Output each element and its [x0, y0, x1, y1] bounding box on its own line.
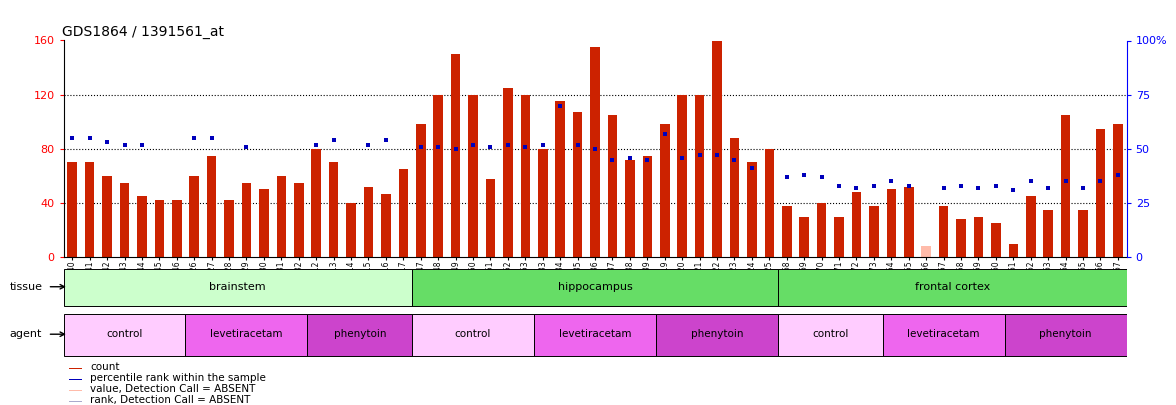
- Bar: [186, 314, 307, 356]
- Bar: [138, 196, 147, 257]
- Bar: [817, 203, 827, 257]
- Bar: [883, 314, 1004, 356]
- Bar: [782, 206, 791, 257]
- Bar: [956, 219, 965, 257]
- Text: frontal cortex: frontal cortex: [915, 282, 990, 292]
- Bar: [729, 138, 740, 257]
- Bar: [346, 203, 356, 257]
- Bar: [1061, 115, 1070, 257]
- Bar: [779, 314, 883, 356]
- Bar: [416, 124, 426, 257]
- Bar: [259, 190, 269, 257]
- Bar: [851, 192, 861, 257]
- Text: control: control: [813, 329, 849, 339]
- Bar: [242, 183, 252, 257]
- Bar: [660, 124, 669, 257]
- Bar: [713, 40, 722, 257]
- Bar: [294, 183, 303, 257]
- Bar: [434, 95, 443, 257]
- Bar: [225, 200, 234, 257]
- Bar: [695, 95, 704, 257]
- Bar: [1043, 210, 1053, 257]
- Text: value, Detection Call = ABSENT: value, Detection Call = ABSENT: [91, 384, 255, 394]
- Bar: [1078, 210, 1088, 257]
- Bar: [555, 101, 564, 257]
- Text: control: control: [455, 329, 492, 339]
- Text: rank, Detection Call = ABSENT: rank, Detection Call = ABSENT: [91, 395, 250, 405]
- Bar: [626, 160, 635, 257]
- Bar: [468, 95, 477, 257]
- Text: phenytoin: phenytoin: [690, 329, 743, 339]
- Text: count: count: [91, 362, 120, 372]
- Bar: [1009, 244, 1018, 257]
- Bar: [102, 176, 112, 257]
- Bar: [573, 112, 582, 257]
- Bar: [608, 115, 617, 257]
- Bar: [1114, 124, 1123, 257]
- Bar: [69, 379, 81, 380]
- Bar: [312, 149, 321, 257]
- Bar: [412, 269, 779, 306]
- Text: hippocampus: hippocampus: [557, 282, 633, 292]
- Bar: [590, 47, 600, 257]
- Bar: [747, 162, 756, 257]
- Bar: [974, 217, 983, 257]
- Bar: [1004, 314, 1127, 356]
- Bar: [869, 206, 878, 257]
- Bar: [887, 190, 896, 257]
- Text: tissue: tissue: [9, 282, 42, 292]
- Bar: [307, 314, 412, 356]
- Bar: [938, 206, 948, 257]
- Bar: [399, 169, 408, 257]
- Text: GDS1864 / 1391561_at: GDS1864 / 1391561_at: [62, 26, 225, 39]
- Bar: [450, 54, 461, 257]
- Bar: [503, 88, 513, 257]
- Bar: [381, 194, 390, 257]
- Bar: [834, 217, 844, 257]
- Bar: [1096, 128, 1105, 257]
- Bar: [172, 200, 181, 257]
- Bar: [69, 401, 81, 402]
- Bar: [329, 162, 339, 257]
- Bar: [991, 223, 1001, 257]
- Text: phenytoin: phenytoin: [1040, 329, 1091, 339]
- Bar: [521, 95, 530, 257]
- Text: levetiracetam: levetiracetam: [908, 329, 980, 339]
- Bar: [154, 200, 165, 257]
- Bar: [779, 269, 1127, 306]
- Bar: [486, 179, 495, 257]
- Bar: [656, 314, 779, 356]
- Bar: [67, 162, 76, 257]
- Text: percentile rank within the sample: percentile rank within the sample: [91, 373, 266, 383]
- Bar: [904, 187, 914, 257]
- Text: levetiracetam: levetiracetam: [211, 329, 282, 339]
- Bar: [363, 187, 373, 257]
- Bar: [537, 149, 548, 257]
- Bar: [412, 314, 534, 356]
- Bar: [800, 217, 809, 257]
- Text: phenytoin: phenytoin: [334, 329, 386, 339]
- Bar: [1025, 196, 1036, 257]
- Bar: [85, 162, 94, 257]
- Bar: [64, 314, 186, 356]
- Text: levetiracetam: levetiracetam: [559, 329, 632, 339]
- Text: control: control: [106, 329, 142, 339]
- Bar: [69, 368, 81, 369]
- Text: agent: agent: [9, 329, 42, 339]
- Bar: [921, 246, 931, 257]
- Bar: [276, 176, 286, 257]
- Bar: [69, 390, 81, 391]
- Bar: [642, 156, 653, 257]
- Bar: [764, 149, 774, 257]
- Bar: [677, 95, 687, 257]
- Bar: [120, 183, 129, 257]
- Text: brainstem: brainstem: [209, 282, 266, 292]
- Bar: [534, 314, 656, 356]
- Bar: [207, 156, 216, 257]
- Bar: [189, 176, 199, 257]
- Bar: [64, 269, 412, 306]
